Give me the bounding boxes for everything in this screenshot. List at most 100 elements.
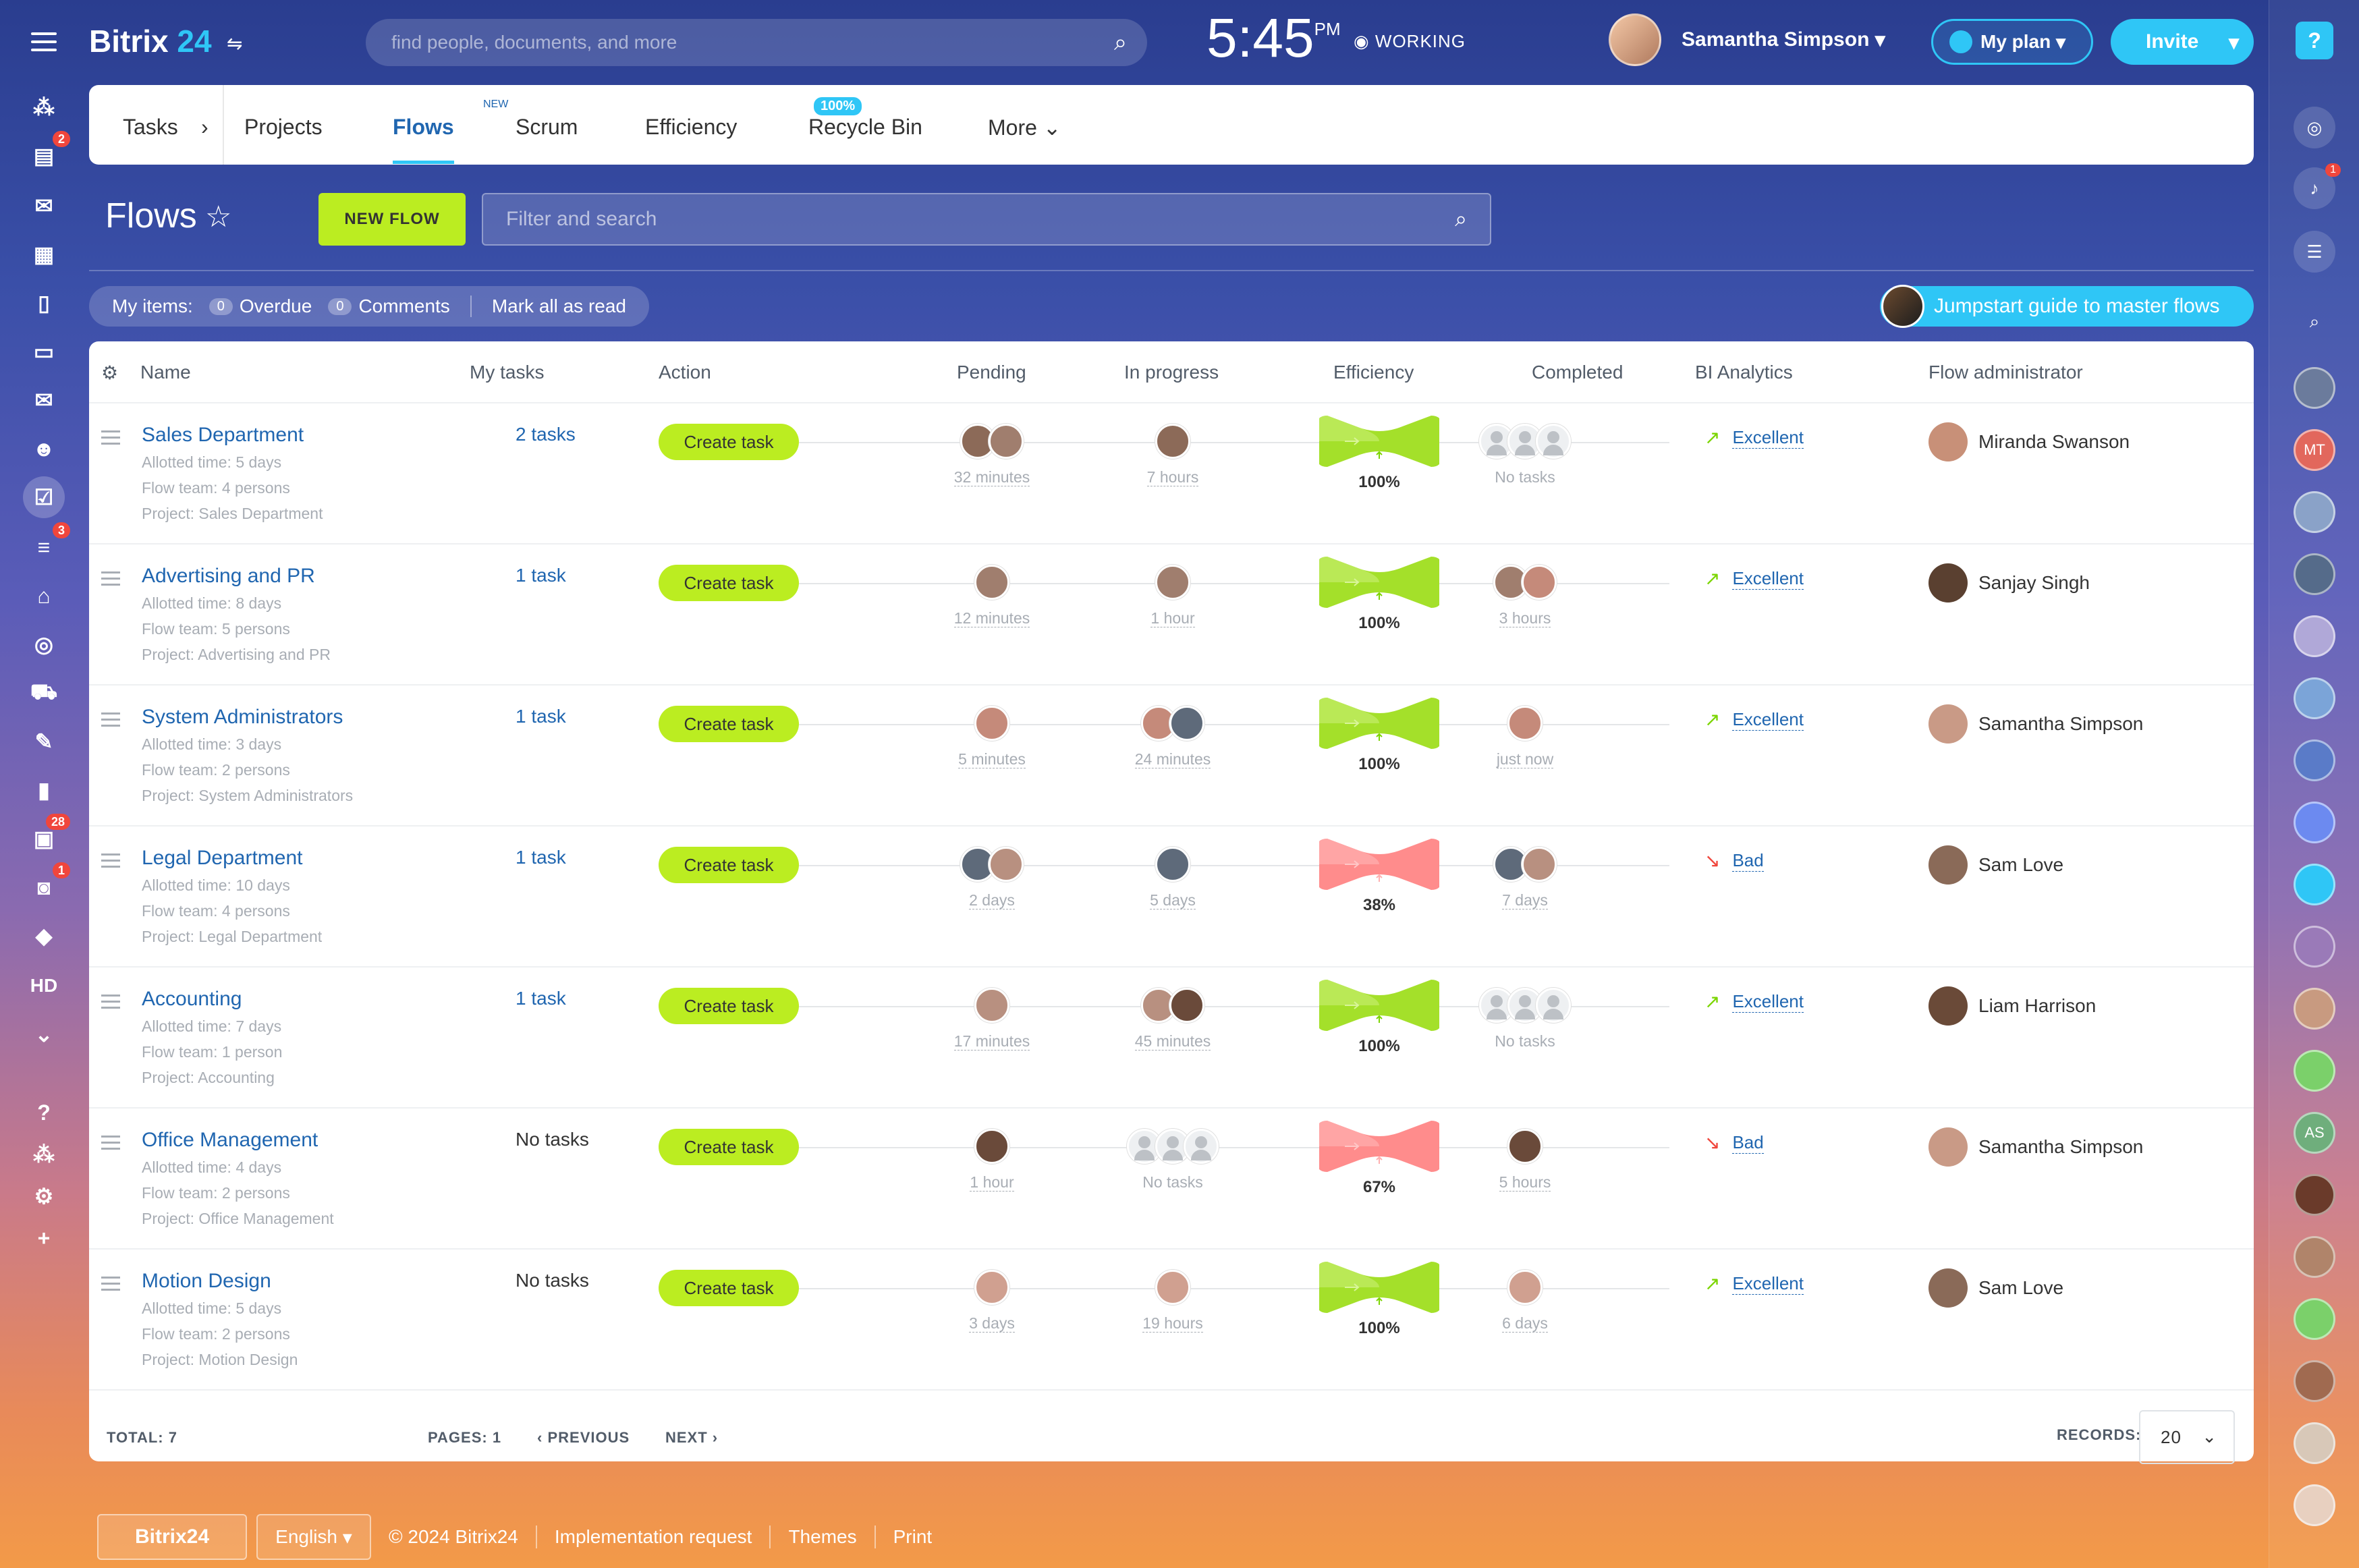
table-row[interactable]: Accounting Allotted time: 7 days Flow team… — [89, 968, 2254, 1109]
flow-name-link[interactable]: Sales Department — [142, 424, 304, 446]
flow-project[interactable]: Project: Legal Department — [142, 928, 323, 945]
bi-analytics-link[interactable]: ↗ Excellent — [1704, 990, 1804, 1013]
feed-icon[interactable]: ⁂ — [33, 95, 55, 119]
avatar[interactable] — [2294, 553, 2335, 595]
avatar-group[interactable] — [1105, 847, 1240, 885]
avatar-group[interactable] — [1105, 706, 1240, 744]
avatar-group[interactable] — [924, 706, 1059, 744]
tab-flows[interactable]: Flows — [393, 115, 454, 164]
create-task-button[interactable]: Create task — [659, 424, 799, 460]
tab-recycle-bin[interactable]: Recycle Bin — [808, 115, 922, 139]
column-header[interactable]: Completed — [1532, 362, 1623, 383]
flow-name-link[interactable]: Motion Design — [142, 1270, 271, 1292]
avatar[interactable]: AS — [2294, 1112, 2335, 1154]
filter-icon[interactable]: ≡ 3 — [27, 522, 70, 564]
avatar[interactable] — [2294, 1236, 2335, 1278]
avatar[interactable] — [2294, 1484, 2335, 1526]
in-progress-time[interactable]: 5 days — [1150, 891, 1196, 909]
pending-time[interactable]: 32 minutes — [953, 468, 1030, 486]
groups-icon[interactable]: ☻ — [32, 436, 55, 461]
drag-handle-icon[interactable] — [101, 1136, 120, 1154]
new-flow-button[interactable]: NEW FLOW — [318, 193, 466, 246]
add-icon[interactable]: + — [37, 1225, 51, 1250]
in-progress-time[interactable]: 19 hours — [1142, 1314, 1203, 1333]
flow-name-link[interactable]: Legal Department — [142, 847, 303, 869]
completed-time[interactable]: 7 days — [1502, 891, 1548, 909]
avatar[interactable] — [2294, 367, 2335, 409]
clock[interactable]: 5:45PM — [1206, 7, 1341, 70]
drag-handle-icon[interactable] — [101, 995, 120, 1013]
flow-team[interactable]: Flow team: 2 persons — [142, 761, 290, 779]
settings-icon[interactable]: ⚙ — [34, 1184, 54, 1208]
global-search[interactable]: find people, documents, and more ⌕ — [366, 19, 1147, 66]
avatar-group[interactable] — [1458, 565, 1592, 603]
chevron-down-icon[interactable]: ⌄ — [34, 1022, 53, 1046]
avatar-group[interactable] — [1105, 565, 1240, 603]
tab-projects[interactable]: Projects — [244, 115, 323, 139]
create-task-button[interactable]: Create task — [659, 706, 799, 742]
avatar-group[interactable] — [924, 565, 1059, 603]
flow-team[interactable]: Flow team: 5 persons — [142, 620, 290, 638]
flow-administrator[interactable]: Miranda Swanson — [1928, 422, 2130, 461]
analytics-icon[interactable]: ▮ — [38, 778, 50, 802]
avatar-group[interactable] — [924, 847, 1059, 885]
table-row[interactable]: Motion Design Allotted time: 5 days Flow t… — [89, 1250, 2254, 1391]
calendar-icon[interactable]: ▦ — [33, 242, 55, 267]
completed-time[interactable]: 6 days — [1502, 1314, 1548, 1333]
avatar[interactable]: MT — [2294, 429, 2335, 471]
tab-efficiency[interactable]: Efficiency — [645, 115, 738, 139]
drag-handle-icon[interactable] — [101, 1277, 120, 1295]
bell-icon[interactable]: ♪ 1 — [2294, 163, 2341, 209]
star-icon[interactable]: ☆ — [205, 200, 232, 233]
avatar[interactable] — [2294, 1422, 2335, 1464]
table-row[interactable]: Sales Department Allotted time: 5 days Flo… — [89, 403, 2254, 544]
messages-icon[interactable]: ☰ — [2294, 231, 2335, 273]
avatar-group[interactable] — [924, 988, 1059, 1026]
create-task-button[interactable]: Create task — [659, 1270, 799, 1306]
jumpstart-guide-button[interactable]: Jumpstart guide to master flows — [1880, 285, 2254, 328]
print-link[interactable]: Print — [893, 1526, 933, 1547]
sign-icon[interactable]: ✎ — [34, 729, 53, 754]
my-tasks-link[interactable]: 1 task — [516, 847, 566, 868]
comments-filter[interactable]: Comments — [358, 296, 450, 316]
document-icon[interactable]: ▯ — [38, 291, 50, 315]
filter-input[interactable]: Filter and search ⌕ — [482, 193, 1491, 246]
pending-time[interactable]: 1 hour — [970, 1173, 1014, 1192]
drag-handle-icon[interactable] — [101, 430, 120, 449]
flow-team[interactable]: Flow team: 2 persons — [142, 1325, 290, 1343]
completed-time[interactable]: 5 hours — [1499, 1173, 1551, 1192]
in-progress-time[interactable]: 24 minutes — [1134, 750, 1211, 768]
my-tasks-link[interactable]: 1 task — [516, 706, 566, 727]
implementation-request-link[interactable]: Implementation request — [554, 1526, 752, 1547]
overdue-filter[interactable]: Overdue — [239, 296, 312, 316]
my-tasks-link[interactable]: 1 task — [516, 988, 566, 1009]
flow-administrator[interactable]: Sam Love — [1928, 845, 2063, 885]
avatar[interactable] — [2294, 677, 2335, 719]
column-header[interactable]: My tasks — [470, 362, 545, 383]
bi-analytics-link[interactable]: ↘ Bad — [1704, 1131, 1764, 1154]
pending-time[interactable]: 5 minutes — [958, 750, 1026, 768]
bi-analytics-link[interactable]: ↗ Excellent — [1704, 708, 1804, 731]
avatar[interactable] — [2294, 615, 2335, 657]
in-progress-time[interactable]: 45 minutes — [1134, 1032, 1211, 1051]
avatar-group[interactable] — [1105, 424, 1240, 461]
avatar[interactable] — [2294, 739, 2335, 781]
box-icon[interactable]: ◆ — [35, 924, 53, 948]
flow-project[interactable]: Project: Motion Design — [142, 1351, 298, 1368]
flow-project[interactable]: Project: Office Management — [142, 1210, 334, 1227]
flow-name-link[interactable]: System Administrators — [142, 706, 343, 728]
my-plan-button[interactable]: My plan ▾ — [1931, 19, 2093, 65]
work-status[interactable]: ◉ WORKING — [1354, 31, 1466, 51]
avatar[interactable] — [2294, 1050, 2335, 1092]
avatar[interactable] — [2294, 1360, 2335, 1402]
tab-more[interactable]: More ⌄ — [988, 115, 1061, 140]
bi-analytics-link[interactable]: ↗ Excellent — [1704, 426, 1804, 449]
completed-time[interactable]: just now — [1496, 750, 1554, 768]
copilot-icon[interactable]: ◎ — [2294, 107, 2335, 148]
flow-team[interactable]: Flow team: 2 persons — [142, 1184, 290, 1202]
mark-all-read-link[interactable]: Mark all as read — [491, 296, 626, 316]
bitrix24-footer-logo[interactable]: Bitrix24 — [97, 1514, 247, 1560]
avatar-group[interactable] — [924, 424, 1059, 461]
network-icon[interactable]: ⁂ — [33, 1142, 55, 1167]
search-icon[interactable]: ⌕ — [2309, 311, 2320, 331]
